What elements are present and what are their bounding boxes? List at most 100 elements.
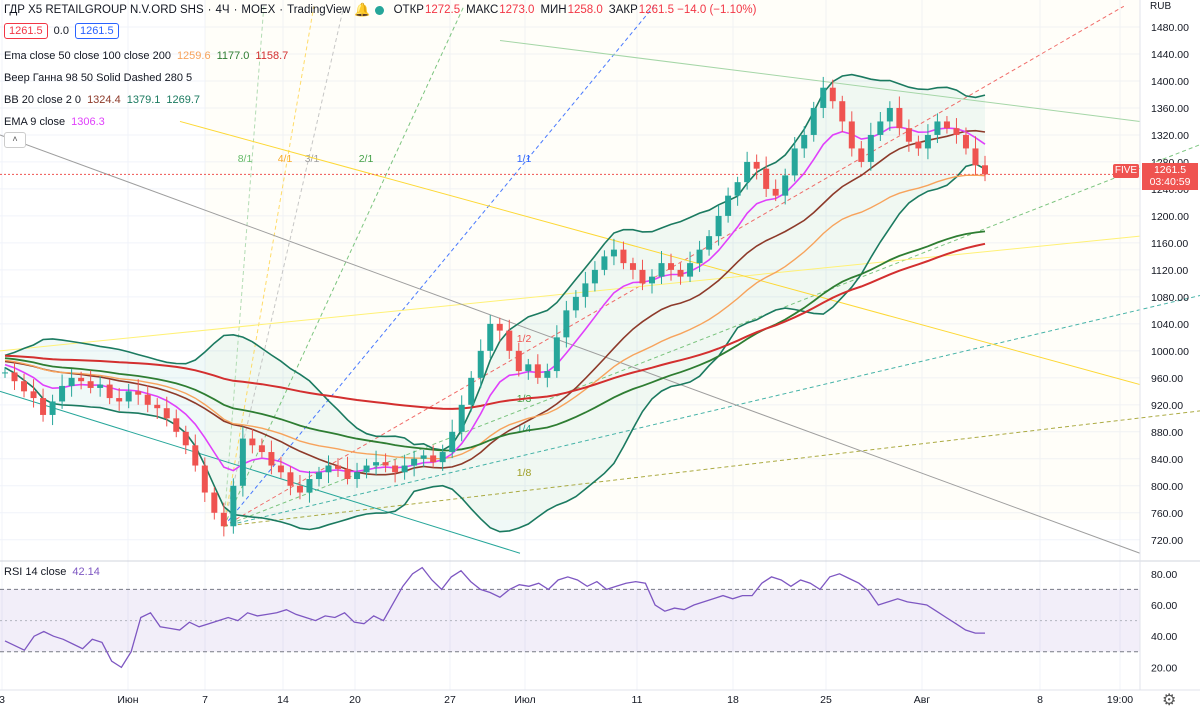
legend-value: 1158.7 [255,50,289,62]
y-tick-label: 1320.00 [1151,130,1189,142]
x-tick-label: 3 [0,694,5,706]
legend-row[interactable]: Веер Ганна 98 50 Solid Dashed 280 5 [4,72,192,84]
candle-body [801,134,808,149]
exchange-label: MOEX [241,4,276,16]
gann-label: 8/1 [238,153,253,165]
legend-row[interactable]: EMA 9 close 1306.3 [4,116,105,128]
candle-body [934,121,941,135]
x-tick-label: 14 [277,694,289,706]
candle-body [430,455,437,463]
candle-body [135,391,142,395]
rsi-value: 42.14 [72,566,100,578]
candle-body [30,391,37,399]
last-price: 1261.5 [1153,164,1187,176]
candle-body [373,462,380,466]
candle-body [363,465,370,473]
candle-body [848,121,855,149]
candle-body [268,452,275,466]
candle-body [201,465,208,493]
ohlc-readout: ОТКР 1272.5 МАКС 1273.0 МИН 1258.0 ЗАКР 1261.5 … [394,4,757,16]
interval-label[interactable]: 4Ч [215,4,230,16]
ohlc-МАКС: МАКС 1273.0 [466,4,535,16]
gann-label: 3/1 [305,153,320,165]
settings-gear-icon[interactable]: ⚙ [1162,692,1177,709]
candle-body [354,472,361,480]
ema100-line [4,230,986,452]
candle-body [344,468,351,480]
candle-body [658,263,665,277]
rsi-pane: 80.00 60.00 40.00 20.00 [0,560,1200,674]
market-status-icon[interactable] [374,5,384,15]
candle-body [544,371,551,378]
source-label: TradingView [287,4,351,16]
y-tick-label: 1040.00 [1151,319,1189,331]
x-tick-label: Авг [914,694,931,706]
candle-body [877,121,884,135]
time-axis: 3 Июн 7 14 20 27 Июл 11 18 25 Авг 8 19:00 [0,689,1200,706]
ema50-line [4,174,986,460]
buy-button[interactable]: 1261.5 [74,23,119,39]
collapse-legend-button[interactable]: ˄ [4,132,26,148]
candle-body [763,168,770,189]
candle-body [839,101,846,122]
y-tick-label: 960.00 [1151,373,1183,385]
candle-body [582,283,589,297]
candle-body [810,107,817,135]
bb-lower-line [4,163,986,533]
candle-body [867,134,874,162]
candle-body [2,372,8,374]
rsi-tick-label: 20.00 [1151,662,1177,674]
x-tick-label: 11 [632,694,643,706]
chart-fills [5,74,985,532]
candle-body [325,465,332,473]
legend-row[interactable]: Ema close 50 close 100 close 200 1259.6 11… [4,50,288,62]
y-tick-label: 880.00 [1151,427,1183,439]
rsi-tick-label: 40.00 [1151,631,1177,643]
candle-body [591,269,598,284]
trade-buttons: 1261.5 0.0 1261.5 [4,23,119,39]
candle-body [68,377,75,386]
candle-body [534,364,541,378]
candle-body [420,455,427,459]
last-price-tag: 1261.5 03:40:59 [1142,163,1198,190]
symbol-title[interactable]: ГДР X5 RETAILGROUP N.V.ORD SHS [4,4,204,16]
trend-line [499,39,1141,122]
chart-header: ГДР X5 RETAILGROUP N.V.ORD SHS · 4Ч · MO… [4,2,757,17]
rsi-line [4,566,985,669]
candle-body [791,148,798,176]
candle-body [211,492,218,513]
trend-line [0,134,1141,554]
y-tick-label: 1000.00 [1151,346,1189,358]
candle-body [401,465,408,473]
legend-value: 1259.6 [176,50,211,62]
candle-body [924,134,931,149]
ohlc-МИН: МИН 1258.0 [540,4,603,16]
bollinger-band-fill [5,74,985,532]
candle-body [477,350,484,378]
candle-body [21,381,28,392]
legend-row[interactable]: BB 20 close 2 0 1324.4 1379.1 1269.7 [4,94,200,106]
gann-line [223,410,1200,527]
candle-body [315,472,322,480]
candle-body [782,175,789,196]
gann-label: 1/1 [517,153,532,165]
alert-bell-icon[interactable]: 🔔 [354,2,371,17]
candle-body [192,445,199,466]
gann-line [223,6,265,527]
candle-body [677,269,684,277]
gann-label: 1/8 [517,467,532,479]
candle-body [411,458,418,466]
rsi-title[interactable]: RSI 14 close [4,566,67,578]
y-tick-label: 720.00 [1151,535,1183,547]
candle-body [639,269,646,284]
candle-body [496,323,503,331]
candle-body [449,431,456,453]
sell-button[interactable]: 1261.5 [4,23,48,39]
candle-body [468,377,475,405]
candle-body [230,485,237,527]
candle-body [725,195,732,216]
candle-body [896,107,903,129]
legend-label: Ema close 50 close 100 close 200 [4,50,171,62]
candle-body [629,263,636,270]
